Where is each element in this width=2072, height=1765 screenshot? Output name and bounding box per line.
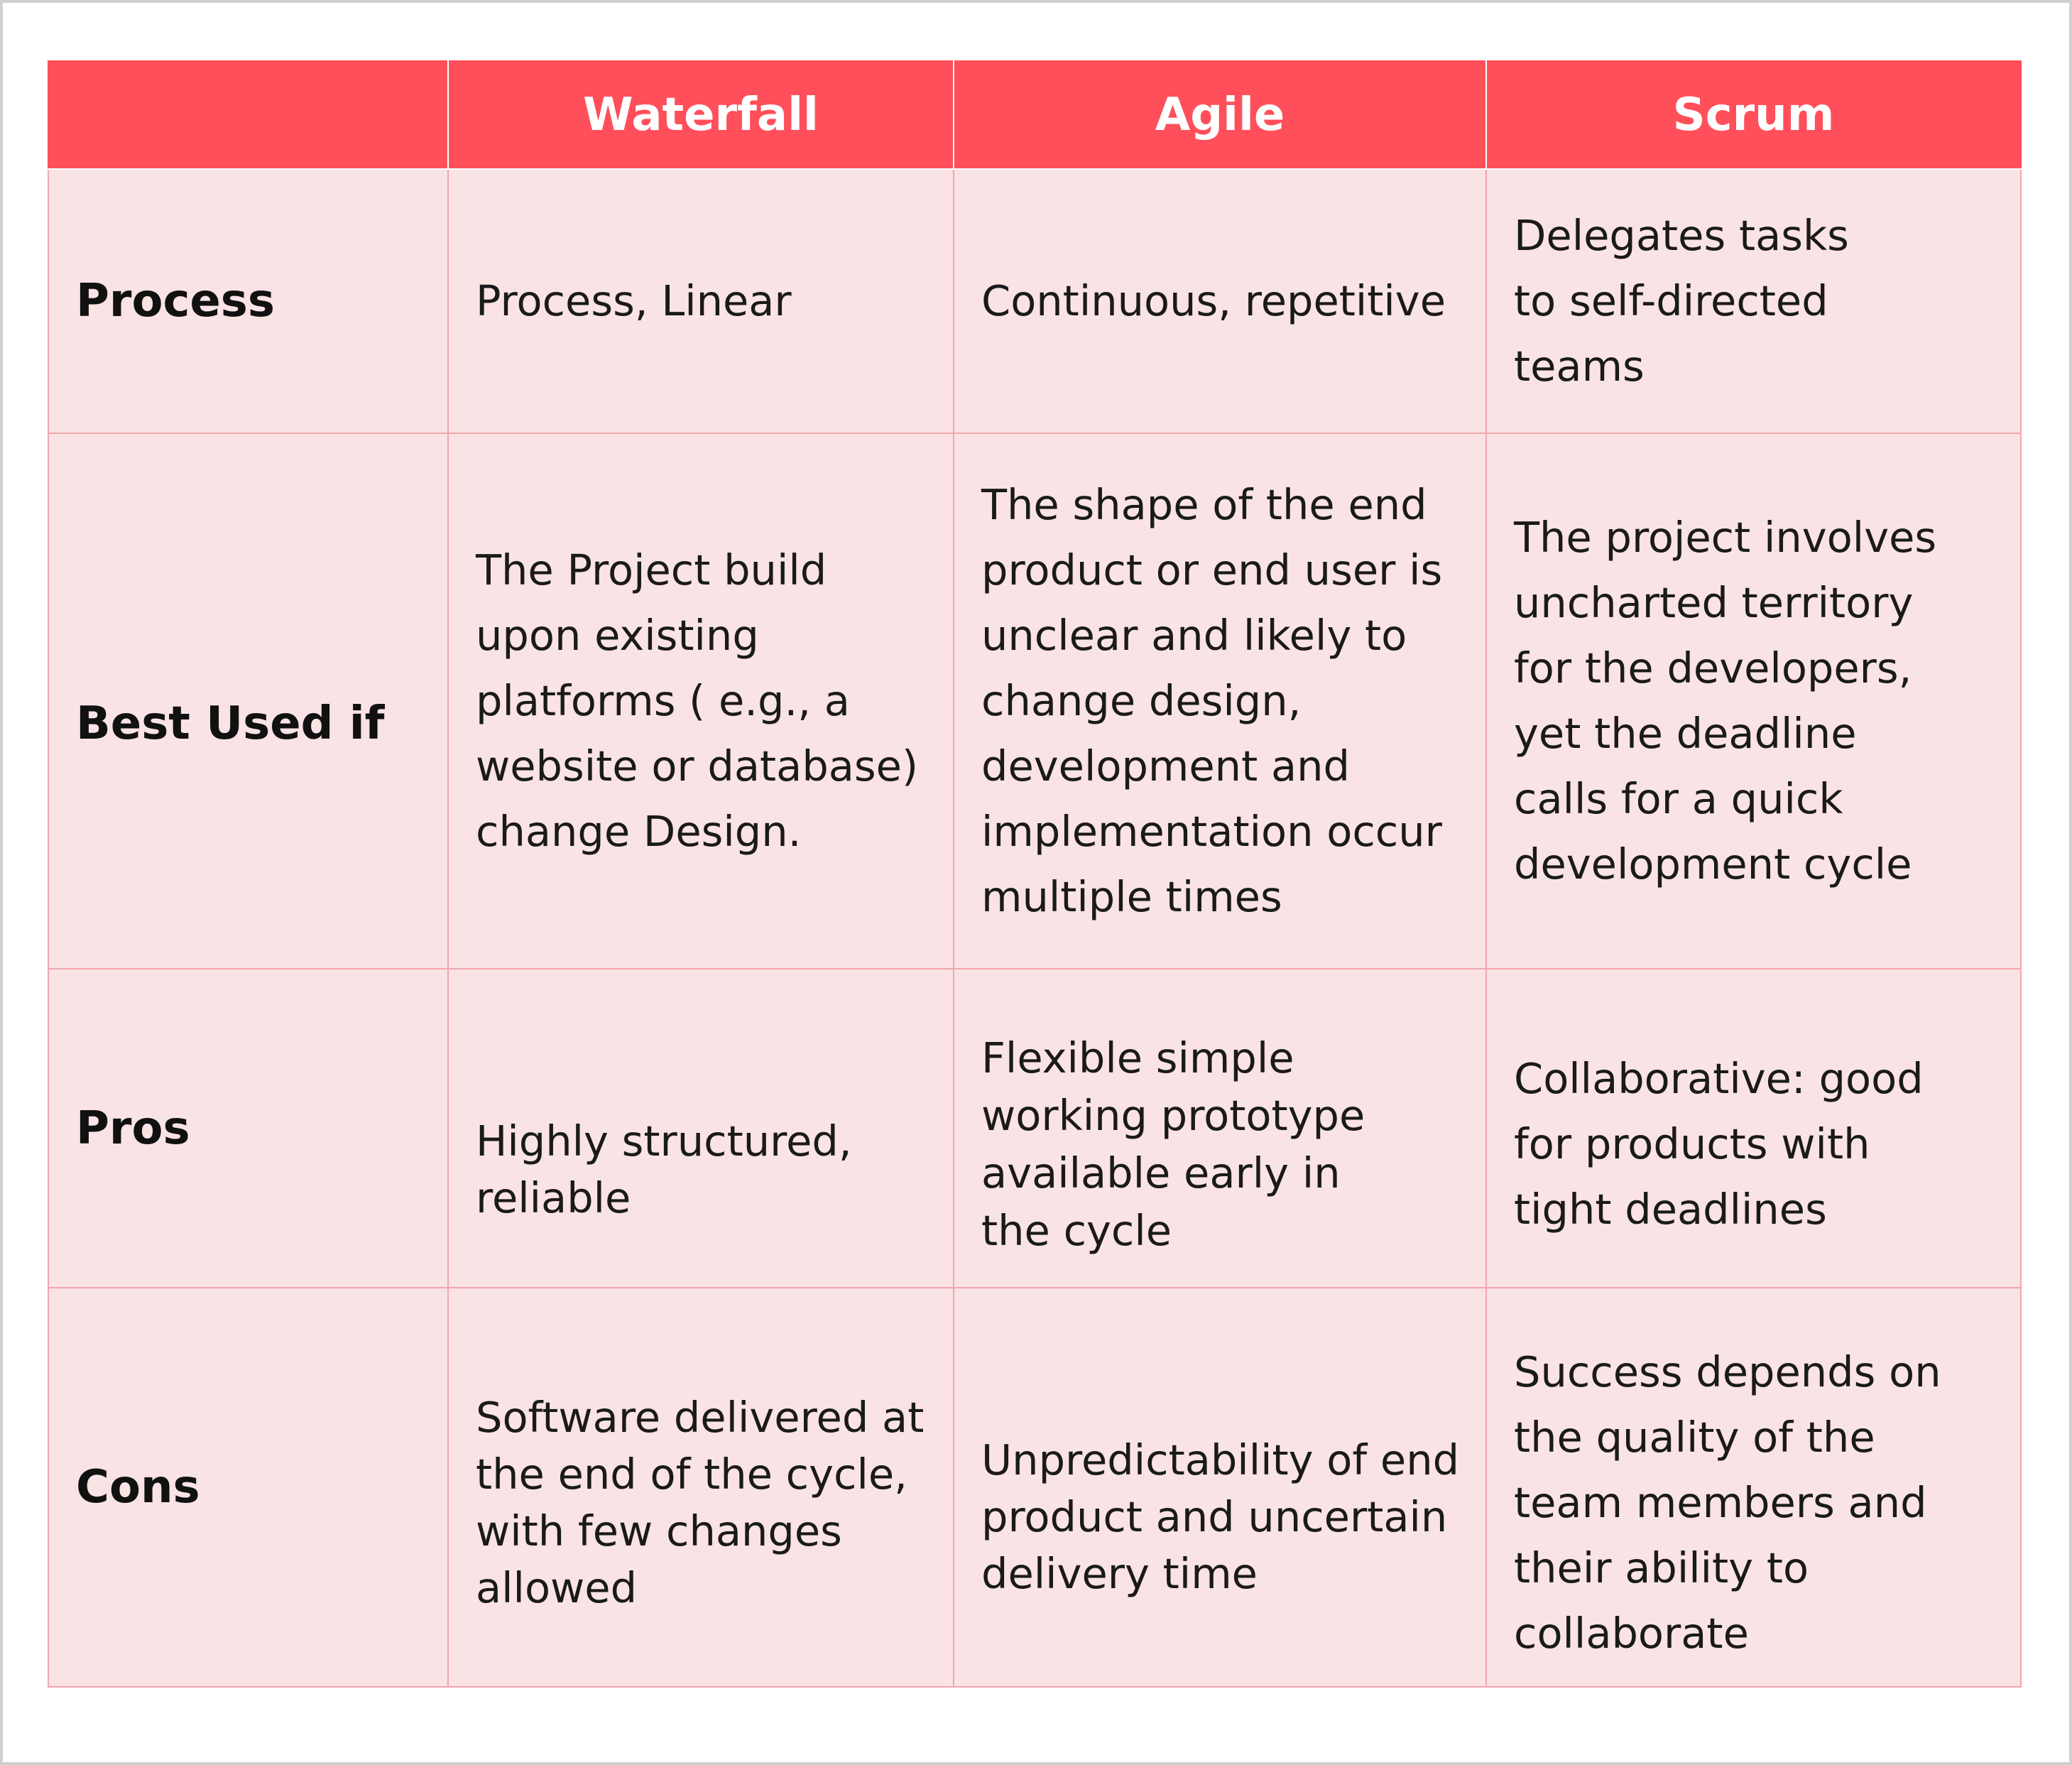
cell-cons-waterfall: Software delivered at the end of the cyc…: [447, 1287, 954, 1688]
cell-cons-scrum: Success depends on the quality of the te…: [1485, 1287, 2022, 1688]
header-waterfall: Waterfall: [447, 60, 954, 170]
cell-best-used-if-scrum: The project involves uncharted territory…: [1485, 433, 2022, 970]
cell-process-agile: Continuous, repetitive: [953, 168, 1487, 434]
cell-best-used-if-waterfall: The Project build upon existing platform…: [447, 433, 954, 970]
row-label-best-used-if: Best Used if: [48, 433, 449, 970]
cell-cons-agile: Unpredictability of end product and unce…: [953, 1287, 1487, 1688]
cell-pros-scrum: Collaborative: good for products with ti…: [1485, 968, 2022, 1288]
cell-process-waterfall: Process, Linear: [447, 168, 954, 434]
table-row-process: Process Process, Linear Continuous, repe…: [48, 168, 2022, 434]
cell-pros-agile: Flexible simple working prototype availa…: [953, 968, 1487, 1288]
header-agile: Agile: [953, 60, 1487, 170]
methodology-comparison-table: Waterfall Agile Scrum Process Process, L…: [48, 60, 2022, 1688]
header-scrum: Scrum: [1485, 60, 2022, 170]
header-row: Waterfall Agile Scrum: [48, 60, 2022, 170]
table-row-best-used-if: Best Used if The Project build upon exis…: [48, 433, 2022, 970]
cell-process-scrum: Delegates tasks to self-directed teams: [1485, 168, 2022, 434]
row-label-process: Process: [48, 168, 449, 434]
row-label-pros: Pros: [48, 968, 449, 1288]
cell-pros-waterfall: Highly structured, reliable: [447, 968, 954, 1288]
table-row-pros: Pros Highly structured, reliable Flexibl…: [48, 968, 2022, 1288]
row-label-cons: Cons: [48, 1287, 449, 1688]
header-corner-cell: [48, 60, 449, 170]
table-row-cons: Cons Software delivered at the end of th…: [48, 1287, 2022, 1688]
cell-best-used-if-agile: The shape of the end product or end user…: [953, 433, 1487, 970]
